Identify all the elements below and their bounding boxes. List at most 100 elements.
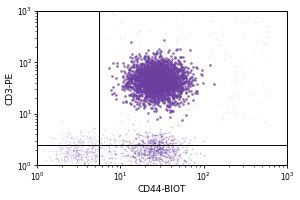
Point [81,160,86,163]
Point [165,90,170,94]
Point [141,142,146,145]
Point [258,100,263,103]
Point [100,146,105,149]
Point [154,172,159,175]
Point [160,153,165,157]
Point [156,92,161,96]
Point [51,136,56,139]
Point [146,163,150,167]
Point [166,136,171,139]
Point [178,84,183,87]
Point [147,140,152,144]
Point [108,164,112,167]
Point [178,69,183,72]
Point [132,150,137,153]
Point [134,101,139,104]
Point [136,142,141,145]
Point [71,153,76,156]
Point [186,87,191,90]
Point [141,134,146,137]
Point [169,62,174,66]
Point [151,80,156,84]
Point [89,157,94,160]
Point [149,92,154,95]
Point [172,85,177,88]
Point [160,61,165,64]
Point [151,162,156,165]
Point [126,85,130,88]
Point [154,75,159,79]
Point [75,171,80,175]
Point [148,77,153,80]
Point [134,145,139,148]
Point [152,80,157,84]
Point [178,91,182,94]
Point [137,152,142,156]
Point [161,75,166,79]
Point [238,83,243,86]
Point [164,149,169,152]
Point [135,67,140,70]
Point [148,148,153,151]
Point [137,74,142,77]
Point [138,75,143,78]
Point [168,74,172,77]
Point [145,98,149,101]
Point [148,69,152,72]
Point [160,91,164,94]
Point [149,88,154,91]
Point [82,163,87,166]
Point [170,57,175,60]
Point [154,97,159,100]
Point [168,86,172,89]
Point [167,74,172,77]
Point [177,69,182,72]
Point [174,80,179,83]
Point [144,73,149,77]
Point [154,84,158,87]
Point [163,60,168,64]
Point [79,144,84,147]
Point [175,85,180,88]
Point [141,152,146,155]
Point [148,30,153,33]
Point [154,87,159,90]
Point [133,152,138,155]
Point [152,165,156,168]
Point [176,60,181,63]
Point [160,59,165,62]
Point [130,86,134,89]
Point [55,157,59,161]
Point [153,82,158,85]
Point [146,150,150,154]
Point [91,127,96,130]
Point [112,92,117,95]
Point [122,148,127,151]
Point [137,83,142,86]
Point [124,70,128,73]
Point [161,82,166,85]
Point [168,86,172,89]
Point [141,158,146,161]
Point [146,69,150,72]
Point [151,78,156,82]
Point [156,80,161,83]
Point [139,93,144,96]
Point [175,66,180,70]
Point [128,93,132,97]
Point [151,140,156,143]
Point [158,75,163,78]
Point [143,60,148,63]
Point [109,88,113,91]
Point [129,98,134,101]
Point [153,141,158,145]
Point [163,72,168,75]
Point [80,171,84,174]
Point [147,81,152,84]
Point [147,150,152,153]
Point [152,86,157,89]
Point [131,59,136,62]
Point [157,99,162,102]
Point [164,142,168,145]
Point [160,66,165,70]
